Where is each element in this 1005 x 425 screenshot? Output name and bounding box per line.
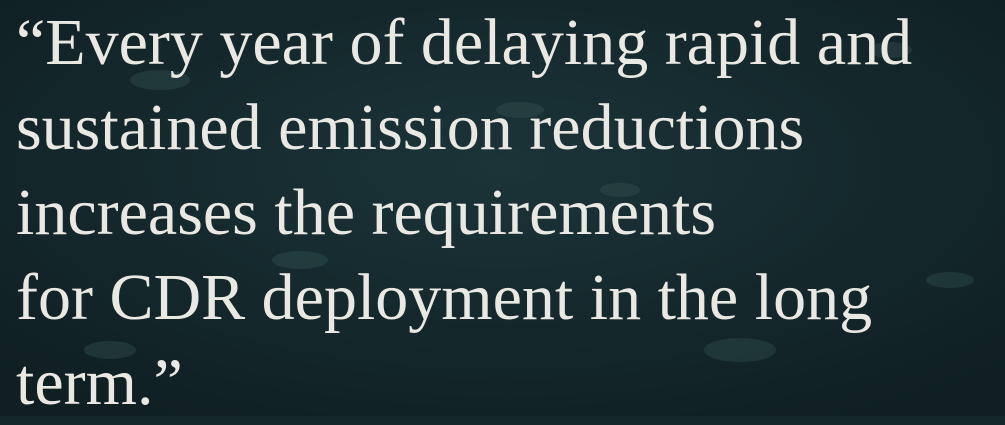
- page: “Every year of delaying rapid and sustai…: [0, 0, 1005, 416]
- quote-line: “Every year of delaying rapid and: [16, 0, 912, 85]
- quote-line: increases the requirements: [16, 170, 912, 255]
- quote-line: term.”: [16, 340, 912, 425]
- quote-line: sustained emission reductions: [16, 85, 912, 170]
- quote: “Every year of delaying rapid and sustai…: [16, 0, 912, 425]
- quote-line: for CDR deployment in the long: [16, 255, 912, 340]
